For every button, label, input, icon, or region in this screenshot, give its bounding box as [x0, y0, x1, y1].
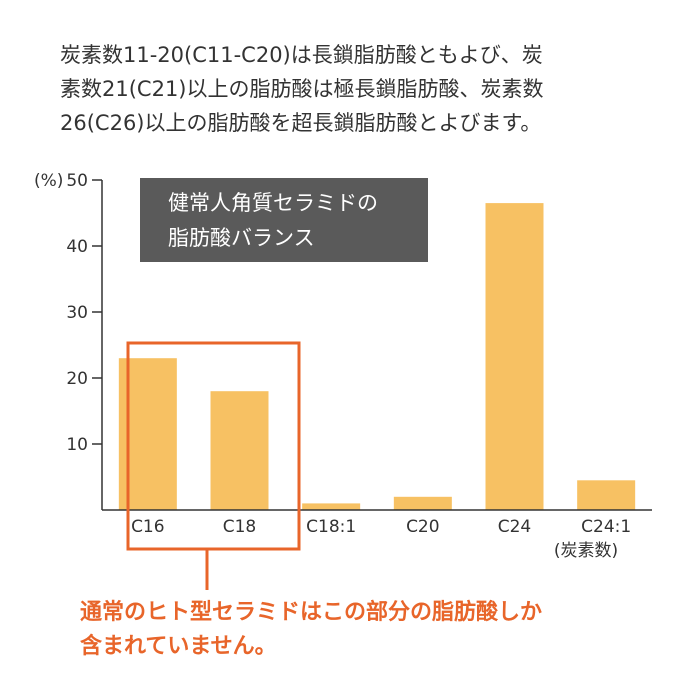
callout-line-1: 通常のヒト型セラミドはこの部分の脂肪酸しか [80, 600, 543, 625]
callout-text: 通常のヒト型セラミドはこの部分の脂肪酸しか 含まれていません。 [80, 596, 680, 664]
intro-line-1: 炭素数11-20(C11-C20)は長鎖脂肪酸ともよび、炭 [60, 43, 543, 67]
y-tick-label: 50 [66, 171, 88, 191]
x-tick-label: C18:1 [306, 517, 356, 537]
highlight-box [126, 341, 301, 551]
bar-c24-1 [577, 480, 636, 510]
x-ticks-group: C16 C18 C18:1 C20 C24 C24:1 [131, 517, 631, 537]
x-tick-label: C24 [498, 517, 532, 537]
y-tick-label: 10 [66, 435, 88, 455]
x-tick-label: C16 [131, 517, 165, 537]
intro-line-3: 26(C26)以上の脂肪酸を超長鎖脂肪酸とよびます。 [60, 111, 542, 135]
y-tick-label: 40 [66, 237, 88, 257]
bars-group [118, 203, 636, 510]
bar-c18-1 [302, 503, 361, 510]
y-axis-unit-label: (%) [34, 171, 63, 191]
x-tick-label: C18 [223, 517, 257, 537]
x-axis-unit-label: (炭素数) [554, 541, 618, 561]
bar-c20 [393, 496, 452, 510]
y-tick-label: 20 [66, 369, 88, 389]
bar-c24 [485, 203, 544, 510]
chart-title-line-2: 脂肪酸バランス [168, 226, 315, 250]
intro-text: 炭素数11-20(C11-C20)は長鎖脂肪酸ともよび、炭 素数21(C21)以… [60, 38, 660, 140]
x-tick-label: C20 [406, 517, 440, 537]
chart-title-line-1: 健常人角質セラミドの [168, 191, 378, 215]
y-tick-label: 30 [66, 303, 88, 323]
y-ticks-group: 10 20 30 40 50 [66, 171, 102, 455]
callout-line-2: 含まれていません。 [80, 634, 277, 659]
intro-line-2: 素数21(C21)以上の脂肪酸は極長鎖脂肪酸、炭素数 [60, 77, 544, 101]
bar-c18 [210, 391, 269, 510]
x-tick-label: C24:1 [581, 517, 631, 537]
chart-title-box [140, 178, 428, 262]
